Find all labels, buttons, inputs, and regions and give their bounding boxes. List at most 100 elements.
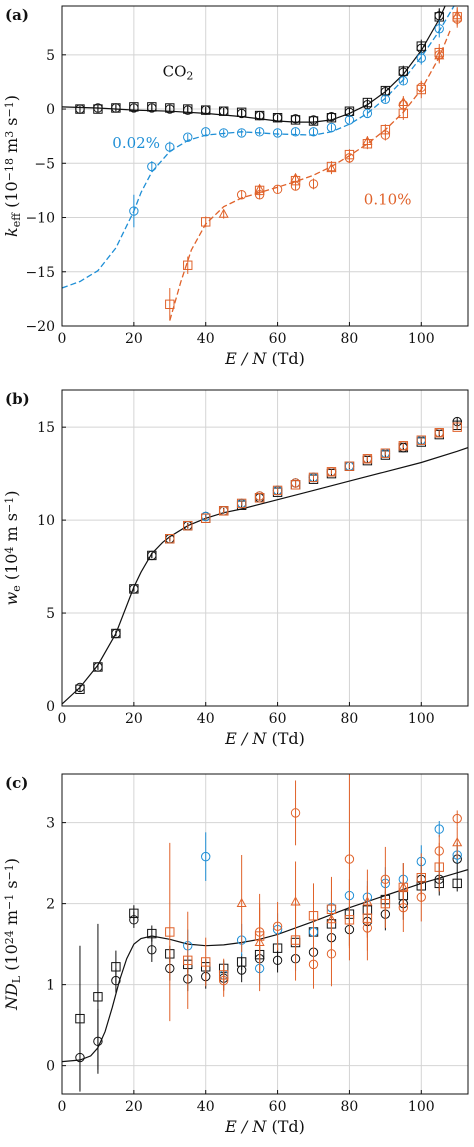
x-tick-label: 100 [408,1099,435,1115]
x-tick-label: 80 [341,1099,359,1115]
panel-label: (a) [5,6,29,24]
data-point-square [147,550,157,561]
data-point-square [165,299,175,310]
data-point-square [398,66,409,76]
plot-frame [61,773,469,1095]
data-point-circle [416,892,426,902]
data-point-square [183,104,193,114]
data-point-square [165,534,175,544]
data-point-square [236,107,247,118]
data-point-circle [326,122,337,133]
data-point-square [272,485,283,496]
data-point-square [129,584,139,594]
data-point-circle [183,132,193,142]
x-tick-label: 100 [408,331,435,347]
x-tick-label: 40 [197,331,215,347]
y-tick-label: 5 [46,48,55,64]
x-tick-label: 20 [125,331,143,347]
y-tick-label: 1 [46,978,55,994]
data-point-circle [344,115,355,125]
data-point-triangle [398,881,409,891]
x-tick-label: 20 [125,1099,143,1115]
data-point-circle [434,428,444,438]
plot-frame [61,389,469,707]
data-point-square [308,472,319,483]
y-tick-label: 5 [46,606,55,622]
data-point-triangle [398,96,409,106]
data-point-square [147,102,157,112]
data-point-square [416,41,426,51]
data-point-square [129,102,139,112]
data-point-circle [236,128,247,138]
data-point-circle [380,874,391,885]
data-point-circle [218,975,229,986]
y-axis-label: keff (10−18 m3 s−1) [2,95,23,237]
data-point-circle [416,53,426,63]
y-axis-label: NDL (1024 m−1 s−1) [2,858,23,1011]
data-point-circle [398,441,409,451]
x-tick-label: 0 [58,711,67,727]
x-tick-label: 0 [58,1099,67,1115]
data-point-triangle [254,936,265,946]
data-point-triangle [218,208,229,218]
data-point-square [75,1013,85,1024]
y-tick-label: −15 [25,265,55,281]
data-point-circle [416,82,426,93]
data-point-circle [272,128,283,138]
data-point-circle [362,108,373,119]
y-tick-label: 0 [46,102,55,118]
y-tick-label: 3 [46,816,55,832]
data-point-circle [434,24,444,34]
y-tick-label: 0 [46,699,55,715]
data-point-circle [236,190,247,200]
x-tick-label: 40 [197,1099,215,1115]
data-point-circle [344,854,355,864]
data-point-circle [218,506,229,516]
x-axis-label: E / N (Td) [224,1117,305,1136]
annotation-orange: 0.10% [364,191,412,209]
annotation-black: CO2 [163,63,194,83]
data-point-square [201,217,211,227]
data-point-square [165,927,175,937]
y-tick-label: 2 [46,897,55,913]
data-point-circle [326,467,337,477]
data-point-circle [308,127,319,137]
data-point-square [290,115,301,125]
data-point-triangle [290,172,301,182]
data-point-circle [111,975,121,986]
data-point-circle [254,491,265,501]
data-point-circle [398,76,409,86]
fit-curve-orange [169,30,451,321]
x-axis-label: E / N (Td) [224,349,305,368]
x-axis-label: E / N (Td) [224,729,305,748]
x-tick-label: 0 [58,331,67,347]
data-point-triangle [362,135,373,146]
panel-a: 0 20 40 60 80 100 −20 −15 −10 −5 0 5 (a) E / N (Td) ke… [2,5,469,368]
data-point-circle [147,945,157,955]
data-point-triangle [290,896,301,906]
data-point-circle [201,851,211,862]
data-point-square [93,662,103,672]
data-point-square [272,113,283,123]
plot-frame [61,5,469,327]
y-tick-label: −10 [25,211,55,227]
data-point-square [452,422,462,432]
data-point-circle [165,142,175,152]
annotation-blue: 0.02% [112,134,160,152]
x-tick-label: 60 [269,711,287,727]
data-point-circle [254,127,265,137]
data-point-square [201,513,211,523]
data-point-circle [129,206,139,216]
y-axis-label: we (104 m s−1) [2,491,23,606]
fit-curve-black [62,869,468,1063]
panel-label: (b) [5,390,30,408]
data-point-circle [93,1036,103,1047]
x-tick-label: 80 [341,711,359,727]
data-point-square [201,105,211,115]
data-point-circle [308,179,319,189]
y-tick-label: −20 [25,319,55,335]
y-tick-label: −5 [34,156,55,172]
plot-area [62,416,468,705]
x-tick-label: 20 [125,711,143,727]
